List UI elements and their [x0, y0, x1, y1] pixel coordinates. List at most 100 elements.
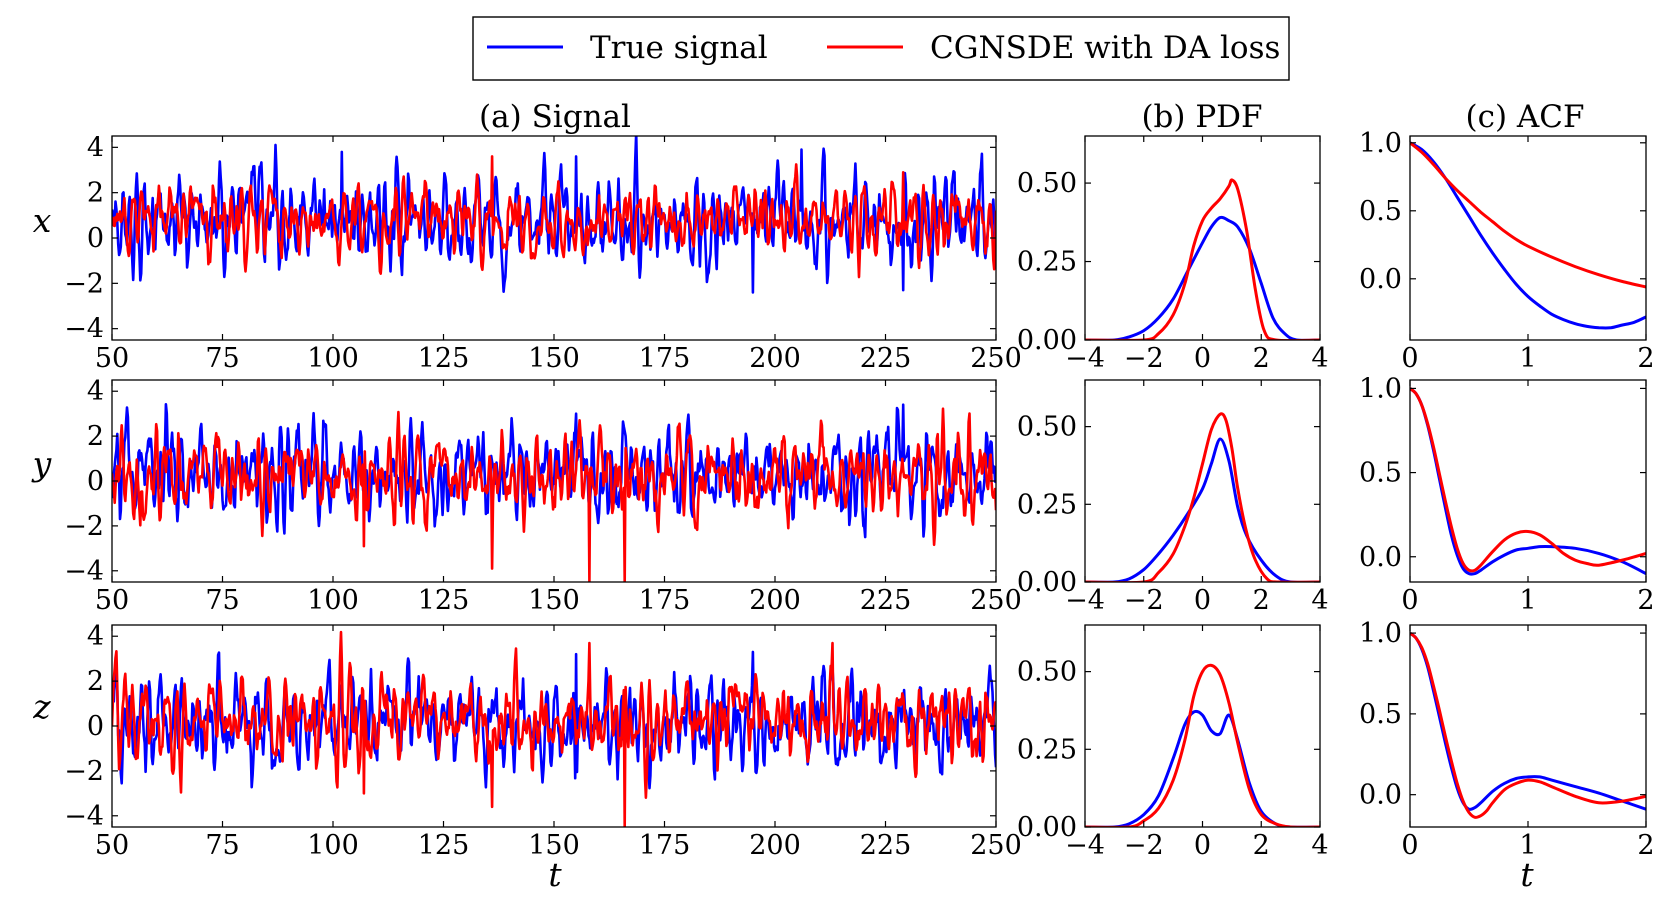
y-tick-label: 0.25 [1017, 247, 1077, 278]
pdf-model-line-x [1085, 178, 1320, 340]
model-signal-line-y [112, 407, 996, 582]
y-tick-label: 1.0 [1359, 618, 1402, 649]
x-tick-label: 175 [639, 830, 691, 861]
signal-panel-x: 50 75 100 125 150 175 200 225 250 −4 −2 0 2 4 [64, 132, 1022, 374]
x-tick-label: 2 [1637, 343, 1654, 374]
y-tick-label: 0.00 [1017, 567, 1077, 598]
x-tick-label: 200 [749, 585, 801, 616]
x-tick-label: 150 [528, 343, 580, 374]
x-tick-label: 0 [1194, 830, 1211, 861]
x-tick-label: 2 [1637, 585, 1654, 616]
pdf-panel-y: −4 −2 0 2 4 0.00 0.25 0.50 [1017, 379, 1329, 616]
y-tick-label: 0.5 [1359, 196, 1402, 227]
row-label-y: y [31, 444, 52, 483]
y-tick-label: 0 [87, 223, 104, 254]
y-tick-label: 4 [87, 621, 104, 652]
x-tick-label: 250 [970, 343, 1022, 374]
signal-panel-z: 50 75 100 125 150 175 200 225 250 −4 −2 0 2 4 [64, 621, 1022, 861]
row-label-z: z [32, 687, 51, 726]
x-tick-label: 50 [95, 585, 129, 616]
x-tick-label: 50 [95, 343, 129, 374]
x-tick-label: 2 [1637, 830, 1654, 861]
acf-frame-y [1409, 379, 1647, 583]
x-tick-label: 0 [1401, 343, 1418, 374]
pdf-column-title: (b) PDF [1141, 99, 1262, 135]
signal-xlabel: t [548, 855, 562, 894]
acf-xlabel: t [1520, 855, 1534, 894]
x-tick-label: 200 [749, 830, 801, 861]
y-tick-label: −4 [64, 556, 104, 587]
x-tick-label: 200 [749, 343, 801, 374]
y-tick-label: 0.00 [1017, 812, 1077, 843]
x-tick-label: 4 [1311, 343, 1328, 374]
y-tick-label: 0.0 [1359, 780, 1402, 811]
x-tick-label: 1 [1519, 830, 1536, 861]
acf-column-title: (c) ACF [1465, 99, 1584, 135]
x-tick-label: 225 [860, 343, 912, 374]
y-tick-label: 1.0 [1359, 373, 1402, 404]
x-tick-label: 225 [860, 830, 912, 861]
model-signal-line-z [112, 630, 996, 827]
acf-model-line-y [1410, 387, 1646, 573]
x-tick-label: 1 [1519, 585, 1536, 616]
y-tick-label: 0.50 [1017, 412, 1077, 443]
x-tick-label: 125 [418, 830, 470, 861]
pdf-panel-z: −4 −2 0 2 4 0.00 0.25 0.50 [1017, 624, 1329, 861]
x-tick-label: 250 [970, 585, 1022, 616]
acf-panel-z: 0 1 2 0.0 0.5 1.0 [1359, 618, 1655, 861]
acf-panel-y: 0 1 2 0.0 0.5 1.0 [1359, 373, 1655, 616]
y-tick-label: 0.25 [1017, 734, 1077, 765]
x-tick-label: −4 [1065, 343, 1105, 374]
y-tick-label: 2 [87, 666, 104, 697]
x-tick-label: −4 [1065, 830, 1105, 861]
y-tick-label: −4 [64, 314, 104, 345]
y-tick-label: 1.0 [1359, 128, 1402, 159]
x-tick-label: 225 [860, 585, 912, 616]
acf-true-line-z [1410, 631, 1646, 811]
row-label-x: x [33, 201, 52, 240]
signal-column-title: (a) Signal [479, 99, 631, 135]
x-tick-label: 100 [307, 830, 359, 861]
acf-frame-x [1409, 135, 1647, 341]
acf-model-line-z [1410, 631, 1646, 819]
acf-panel-x: 0 1 2 0.0 0.5 1.0 [1359, 128, 1655, 374]
x-tick-label: 0 [1194, 343, 1211, 374]
true-signal-line-x [112, 136, 996, 294]
x-tick-label: −2 [1124, 585, 1164, 616]
x-tick-label: 0 [1401, 830, 1418, 861]
y-tick-label: 0 [87, 711, 104, 742]
y-tick-label: 0.00 [1017, 325, 1077, 356]
y-tick-label: 4 [87, 376, 104, 407]
pdf-panel-x: −4 −2 0 2 4 0.00 0.25 0.50 [1017, 135, 1329, 374]
legend: True signal CGNSDE with DA loss [472, 16, 1290, 81]
legend-model-label: CGNSDE with DA loss [930, 30, 1280, 66]
pdf-true-line-y [1085, 437, 1320, 582]
y-tick-label: 0.5 [1359, 458, 1402, 489]
x-tick-label: 4 [1311, 585, 1328, 616]
y-tick-label: 0.5 [1359, 699, 1402, 730]
x-tick-label: −4 [1065, 585, 1105, 616]
y-tick-label: 0.0 [1359, 542, 1402, 573]
y-tick-label: 0.50 [1017, 657, 1077, 688]
signal-panel-y: 50 75 100 125 150 175 200 225 250 −4 −2 0 2 4 [64, 376, 1022, 616]
x-tick-label: 4 [1311, 830, 1328, 861]
x-tick-label: 100 [307, 585, 359, 616]
x-tick-label: 2 [1253, 830, 1270, 861]
legend-true-label: True signal [590, 30, 768, 66]
pdf-frame-y [1084, 379, 1321, 583]
y-tick-label: 0 [87, 466, 104, 497]
x-tick-label: 2 [1253, 585, 1270, 616]
x-tick-label: 125 [418, 585, 470, 616]
y-tick-label: 2 [87, 421, 104, 452]
acf-model-line-x [1410, 141, 1646, 289]
y-tick-label: 4 [87, 132, 104, 163]
x-tick-label: 0 [1194, 585, 1211, 616]
x-tick-label: 150 [528, 585, 580, 616]
acf-true-line-y [1410, 387, 1646, 576]
pdf-true-line-z [1085, 709, 1320, 827]
y-tick-label: −4 [64, 801, 104, 832]
y-tick-label: −2 [64, 268, 104, 299]
x-tick-label: 125 [418, 343, 470, 374]
x-tick-label: 75 [205, 343, 239, 374]
